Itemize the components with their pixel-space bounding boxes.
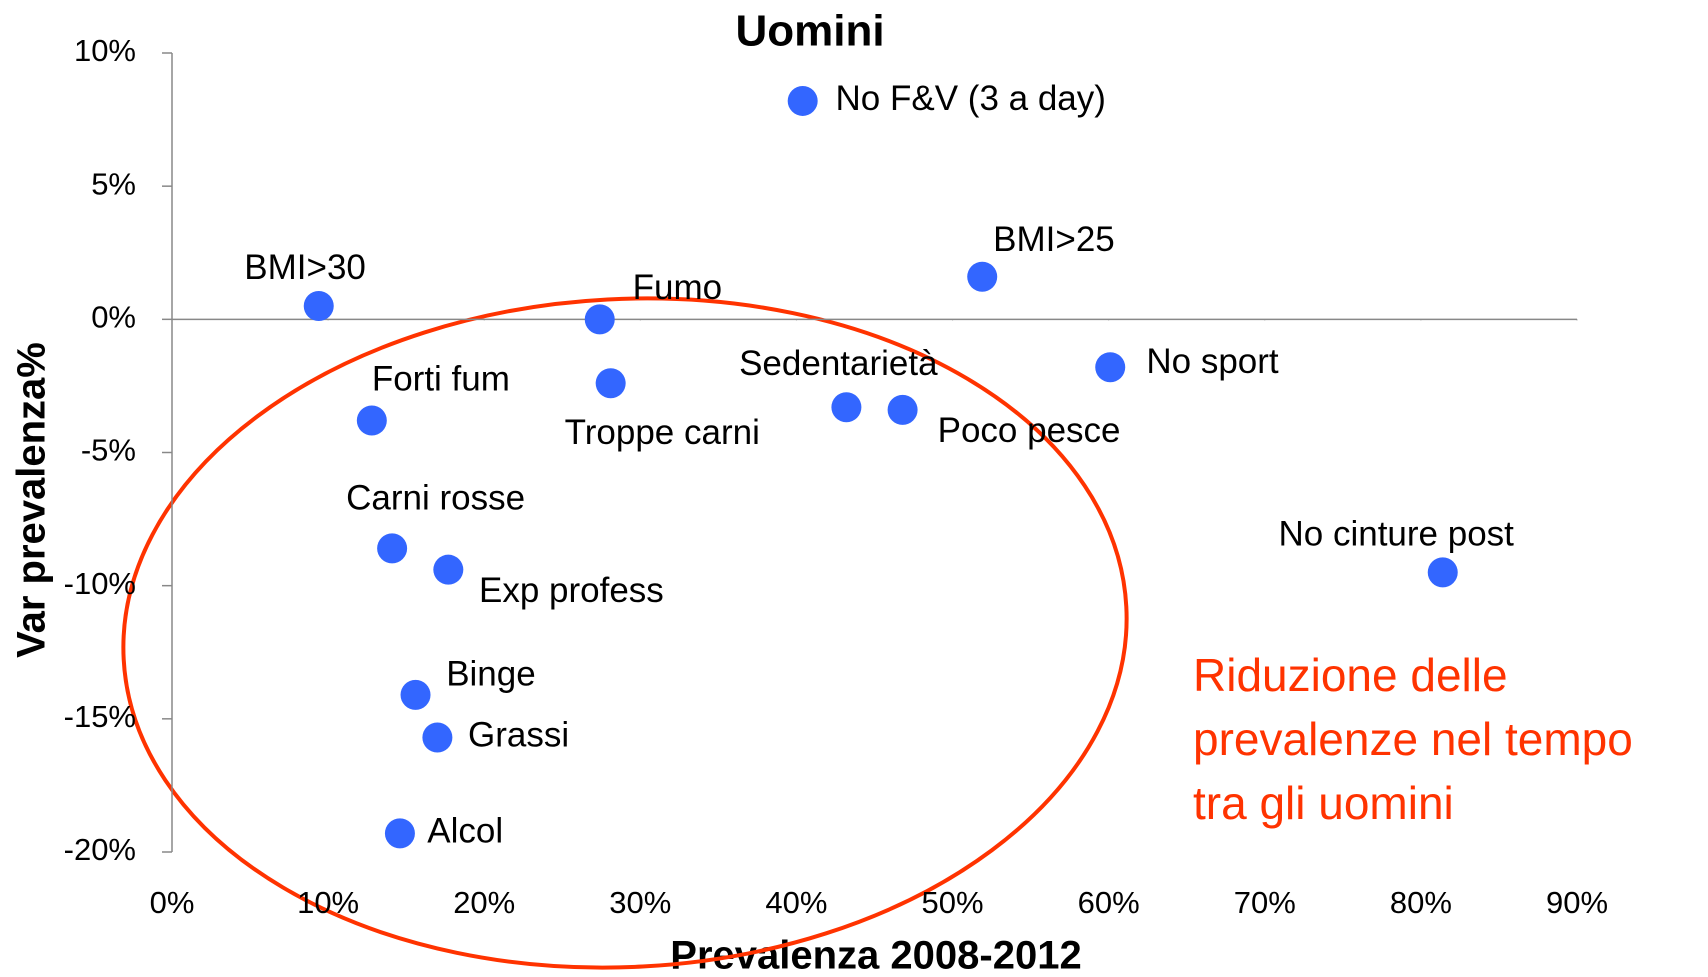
x-tick-label: 60%	[1078, 885, 1140, 920]
x-tick-label: 90%	[1546, 885, 1608, 920]
point	[433, 554, 464, 585]
y-axis-label: Var prevalenza%	[10, 342, 54, 658]
x-tick-label: 50%	[922, 885, 984, 920]
point-label: Sedentarietà	[739, 344, 938, 383]
point	[967, 261, 998, 292]
point	[377, 533, 408, 564]
point	[831, 392, 862, 423]
point-label: Carni rosse	[346, 478, 525, 517]
annotation: Riduzione delle	[1193, 649, 1508, 701]
point-label: Troppe carni	[565, 413, 760, 452]
point	[1427, 557, 1458, 588]
y-tick-label: -10%	[64, 566, 136, 601]
point-label: No cinture post	[1278, 514, 1514, 553]
x-tick-label: 40%	[765, 885, 827, 920]
y-tick-label: -20%	[64, 832, 136, 867]
point-label: Exp profess	[479, 571, 664, 610]
point	[384, 818, 415, 849]
y-tick-label: -5%	[81, 433, 136, 468]
point-label: BMI>25	[993, 220, 1115, 259]
point-label: Alcol	[427, 812, 503, 851]
x-tick-label: 20%	[453, 885, 515, 920]
point-label: Poco pesce	[938, 411, 1121, 450]
point	[303, 291, 334, 322]
point-label: Fumo	[633, 268, 722, 307]
annotation: tra gli uomini	[1193, 777, 1454, 829]
point	[422, 722, 453, 753]
point-label: No F&V (3 a day)	[836, 79, 1106, 118]
x-tick-label: 0%	[150, 885, 195, 920]
y-tick-label: 5%	[91, 166, 136, 201]
point-label: Forti fum	[372, 359, 510, 398]
highlight-ellipse	[121, 296, 1129, 970]
point	[400, 679, 431, 710]
x-tick-label: 30%	[609, 885, 671, 920]
point	[1095, 352, 1126, 383]
y-tick-label: 0%	[91, 300, 136, 335]
point	[887, 394, 918, 425]
point	[787, 85, 818, 116]
x-tick-label: 10%	[297, 885, 359, 920]
x-tick-label: 70%	[1234, 885, 1296, 920]
chart-title: Uomini	[735, 7, 884, 56]
point-label: BMI>30	[244, 248, 366, 287]
y-tick-label: 10%	[74, 33, 136, 68]
point	[584, 304, 615, 335]
point	[356, 405, 387, 436]
point-label: Grassi	[468, 716, 569, 755]
point-label: Binge	[446, 654, 536, 693]
annotation: prevalenze nel tempo	[1193, 713, 1633, 765]
point	[595, 368, 626, 399]
point-label: No sport	[1146, 342, 1279, 381]
x-tick-label: 80%	[1390, 885, 1452, 920]
y-tick-label: -15%	[64, 699, 136, 734]
